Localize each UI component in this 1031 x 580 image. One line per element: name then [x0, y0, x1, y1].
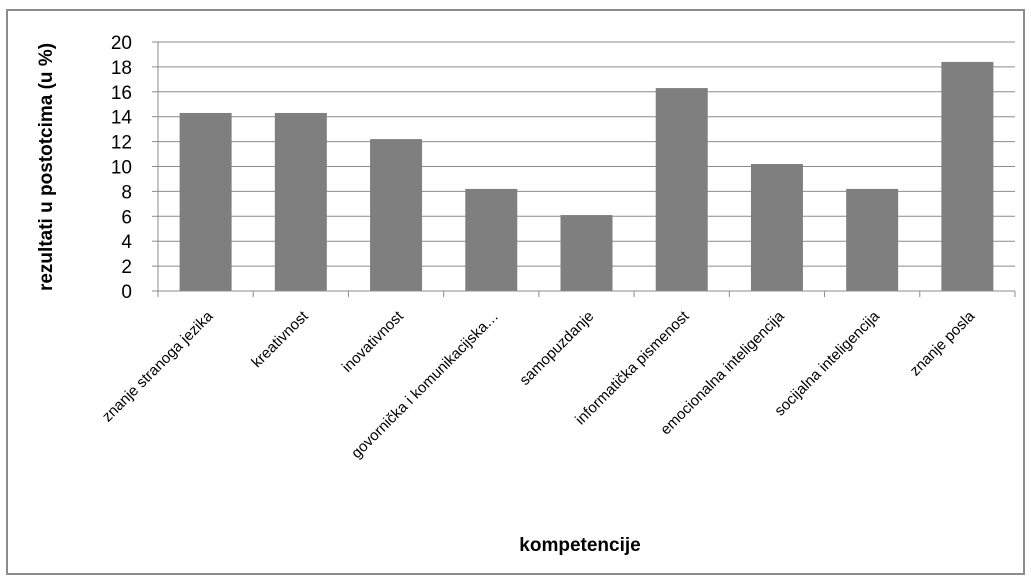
- bar: [846, 188, 899, 291]
- x-tick-label: kreativnost: [248, 307, 312, 371]
- bar: [655, 88, 708, 291]
- bar: [274, 112, 327, 291]
- x-tick-label: znanje posla: [907, 307, 979, 379]
- x-tick-label: socijalna inteligencija: [771, 307, 883, 419]
- y-tick-label: 18: [111, 58, 132, 79]
- bars: [179, 61, 994, 291]
- x-tick-labels: znanje stranoga jezika kreativnost inovati…: [99, 307, 979, 462]
- y-tick-label: 4: [121, 232, 132, 253]
- x-tick-label: znanje stranoga jezika: [99, 307, 217, 425]
- bar: [179, 112, 232, 291]
- axes: [152, 41, 1016, 297]
- bar: [941, 61, 994, 291]
- bar: [370, 139, 423, 291]
- x-tick-label: samopuzdanje: [516, 308, 597, 389]
- y-tick-labels: 0 2 4 6 8 10 12 14 16 18 20: [111, 33, 133, 303]
- y-tick-label: 16: [111, 83, 132, 104]
- x-tick-label: inovativnost: [339, 307, 408, 376]
- y-tick-label: 6: [121, 207, 132, 228]
- y-tick-label: 2: [121, 257, 132, 278]
- y-tick-label: 10: [111, 158, 132, 179]
- y-tick-label: 20: [111, 33, 132, 54]
- y-tick-label: 14: [111, 108, 133, 129]
- y-tick-label: 8: [121, 182, 132, 203]
- x-axis-title: kompetencije: [519, 535, 640, 556]
- y-tick-label: 12: [111, 133, 132, 154]
- bar: [560, 215, 613, 291]
- bar: [465, 188, 518, 291]
- chart-frame: [6, 9, 1025, 575]
- y-axis-title: rezultati u postotcima (u %): [36, 43, 57, 291]
- bar: [750, 164, 803, 291]
- y-tick-label: 0: [121, 282, 132, 303]
